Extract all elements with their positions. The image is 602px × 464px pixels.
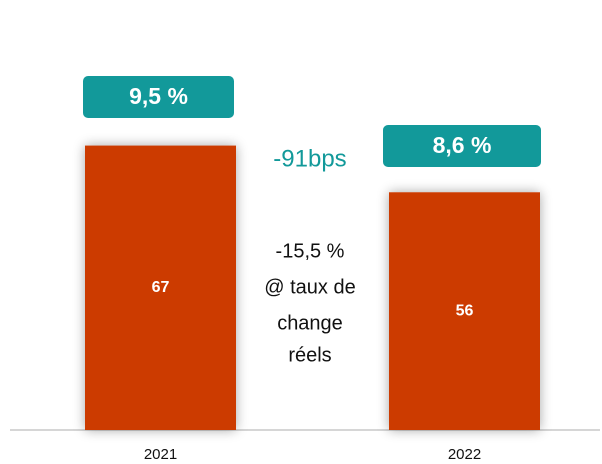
data-label: 56 — [456, 302, 474, 319]
note-line: -15,5 % — [276, 240, 345, 262]
note-line: @ taux de — [264, 276, 355, 298]
margin-label: 9,5 % — [129, 83, 188, 109]
margin-box — [383, 125, 541, 167]
data-label: 67 — [152, 279, 170, 296]
x-tick-label: 2022 — [448, 446, 481, 463]
margin-box — [83, 76, 234, 118]
margin-label: 8,6 % — [433, 132, 492, 158]
x-tick-label: 2021 — [144, 446, 177, 463]
note-line: réels — [288, 344, 331, 366]
bar — [85, 145, 236, 430]
change-label: -91bps — [273, 145, 346, 172]
note-line: change — [277, 312, 343, 334]
bar — [389, 192, 540, 430]
